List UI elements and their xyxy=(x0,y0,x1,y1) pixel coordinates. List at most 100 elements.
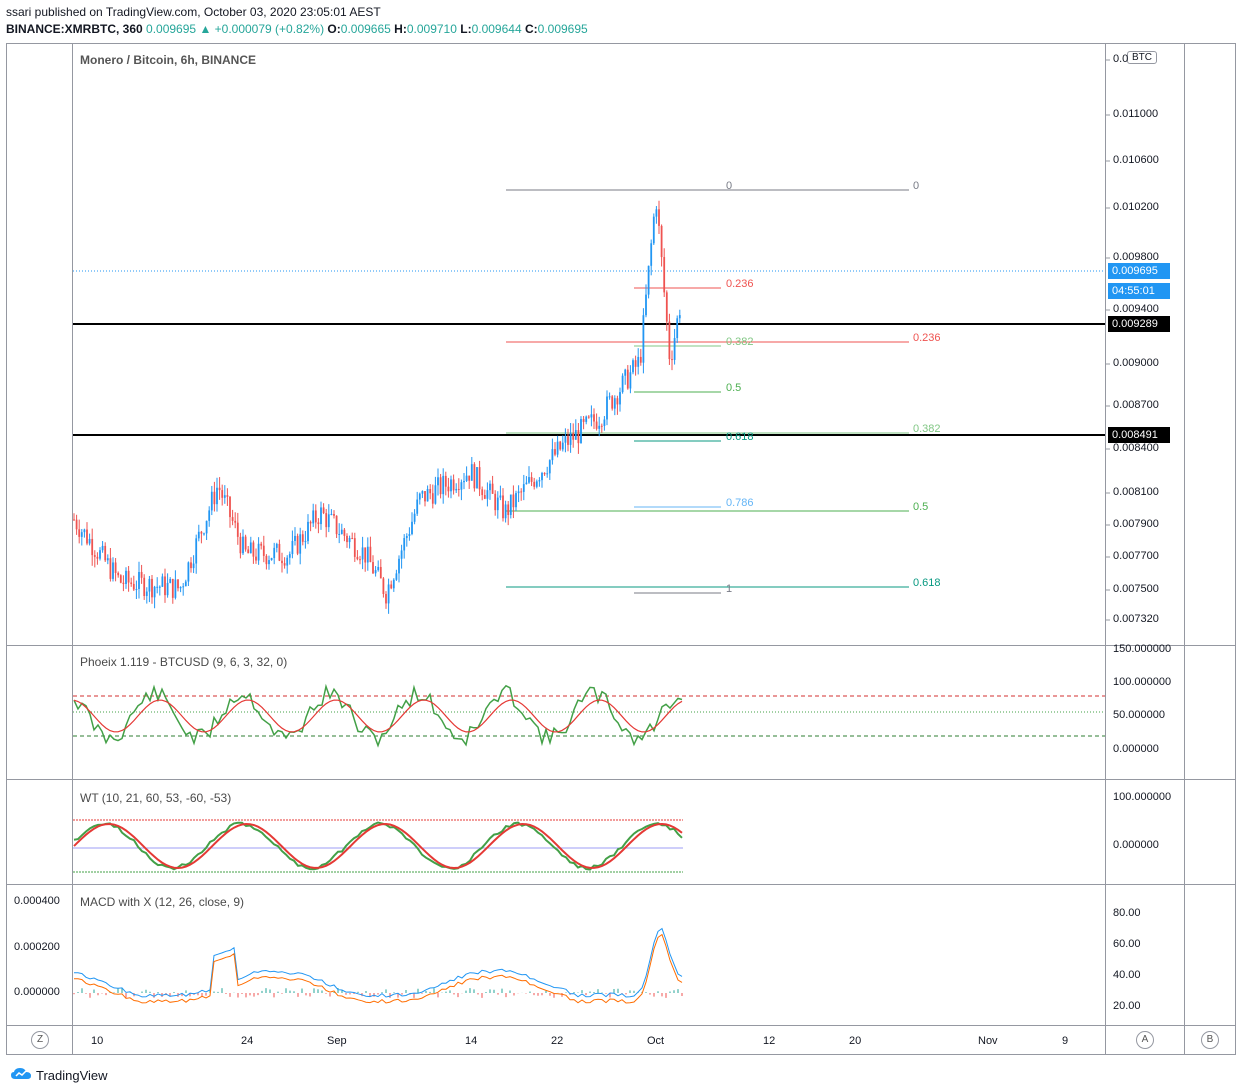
price-tick: 0.009800 xyxy=(1113,251,1159,263)
candle-body xyxy=(548,460,551,474)
candle-body xyxy=(418,493,421,500)
candle-body xyxy=(457,488,460,490)
candle-body xyxy=(424,491,426,502)
time-axis-label: 24 xyxy=(241,1035,254,1047)
candle-body xyxy=(392,579,395,589)
candle-body xyxy=(525,482,528,485)
candle-body xyxy=(387,584,390,604)
candle-body xyxy=(522,484,525,492)
zoom-reset-button[interactable]: Z xyxy=(31,1031,49,1049)
candle-body xyxy=(127,570,130,583)
price-tick: 0.008700 xyxy=(1113,399,1159,411)
candle-body xyxy=(343,529,346,536)
candle-body xyxy=(320,507,322,525)
candle-body xyxy=(117,572,120,576)
candle-body xyxy=(473,464,476,489)
candle-body xyxy=(369,546,372,563)
macd-left-tick: 0.000000 xyxy=(14,986,60,998)
phoeix-tick: 100.000000 xyxy=(1113,676,1172,688)
candle-body xyxy=(483,495,486,499)
time-axis-label: 22 xyxy=(551,1035,564,1047)
candle-body xyxy=(86,529,88,544)
candle-body xyxy=(530,477,533,482)
candle-body xyxy=(257,543,260,561)
price-tick: 0.010200 xyxy=(1113,201,1159,213)
candle-body xyxy=(481,489,484,496)
candle-body xyxy=(96,556,99,559)
plot-area-borders xyxy=(72,43,1106,1055)
candle-body xyxy=(270,558,273,561)
candle-body xyxy=(587,416,590,418)
auto-scale-button[interactable]: A xyxy=(1136,1031,1154,1049)
candle-body xyxy=(437,477,439,486)
candle-body xyxy=(621,375,624,393)
fib-level-label: 1 xyxy=(726,583,733,595)
candle-body xyxy=(231,517,234,521)
pane-divider[interactable] xyxy=(6,645,1236,646)
candle-body xyxy=(626,369,629,389)
hline-lower-tag: 0.008491 xyxy=(1108,427,1170,443)
wt-line-1 xyxy=(73,821,683,871)
high-label: H: xyxy=(394,22,407,36)
candle-body xyxy=(559,441,562,450)
candle-body xyxy=(226,495,229,497)
candle-body xyxy=(278,543,281,561)
candle-body xyxy=(166,582,169,596)
candle-body xyxy=(595,421,598,429)
wt-line-2 xyxy=(73,822,683,870)
candle-body xyxy=(561,442,564,450)
candle-body xyxy=(642,315,645,363)
candle-body xyxy=(296,535,299,554)
candle-body xyxy=(676,318,679,339)
settings-b-button[interactable]: B xyxy=(1201,1031,1219,1049)
candle-body xyxy=(195,538,198,564)
candle-body xyxy=(496,497,499,511)
candle-body xyxy=(634,360,637,367)
currency-badge[interactable]: BTC xyxy=(1127,51,1157,64)
candle-body xyxy=(101,545,104,551)
candle-body xyxy=(444,475,447,487)
candle-body xyxy=(465,475,468,481)
close-value: 0.009695 xyxy=(537,22,588,36)
candle-body xyxy=(658,209,660,226)
candle-body xyxy=(582,419,585,422)
candle-body xyxy=(512,494,515,508)
phoeix-tick: 0.000000 xyxy=(1113,743,1159,755)
candle-body xyxy=(294,535,296,541)
price-tick: 0.007320 xyxy=(1113,613,1159,625)
candle-body xyxy=(655,209,658,217)
candle-body xyxy=(364,547,367,563)
footer-brand[interactable]: TradingView xyxy=(10,1067,108,1084)
candle-body xyxy=(645,294,647,316)
candle-body xyxy=(577,430,580,444)
candle-body xyxy=(639,356,642,363)
candle-body xyxy=(637,356,640,367)
candle-body xyxy=(156,586,159,588)
candle-body xyxy=(348,538,351,543)
candle-body xyxy=(413,513,416,522)
candle-body xyxy=(138,571,140,590)
candle-body xyxy=(517,491,520,494)
candle-body xyxy=(569,432,572,445)
pane-divider[interactable] xyxy=(6,1025,1236,1026)
candle-body xyxy=(611,396,614,409)
candle-body xyxy=(447,486,450,492)
candle-body xyxy=(359,559,361,561)
candle-body xyxy=(130,582,133,584)
candle-body xyxy=(291,540,294,555)
candle-body xyxy=(109,558,112,579)
candle-body xyxy=(239,536,242,554)
candle-body xyxy=(426,488,429,502)
candle-body xyxy=(171,578,174,598)
candle-body xyxy=(312,510,315,524)
time-axis-label: 12 xyxy=(763,1035,776,1047)
right-scale-divider xyxy=(1184,43,1185,1055)
pane-divider[interactable] xyxy=(6,884,1236,885)
candle-body xyxy=(528,477,530,483)
candle-body xyxy=(99,550,101,559)
candle-body xyxy=(608,396,611,398)
time-axis-label: 10 xyxy=(91,1035,104,1047)
pane-divider[interactable] xyxy=(6,779,1236,780)
candle-body xyxy=(429,488,432,494)
